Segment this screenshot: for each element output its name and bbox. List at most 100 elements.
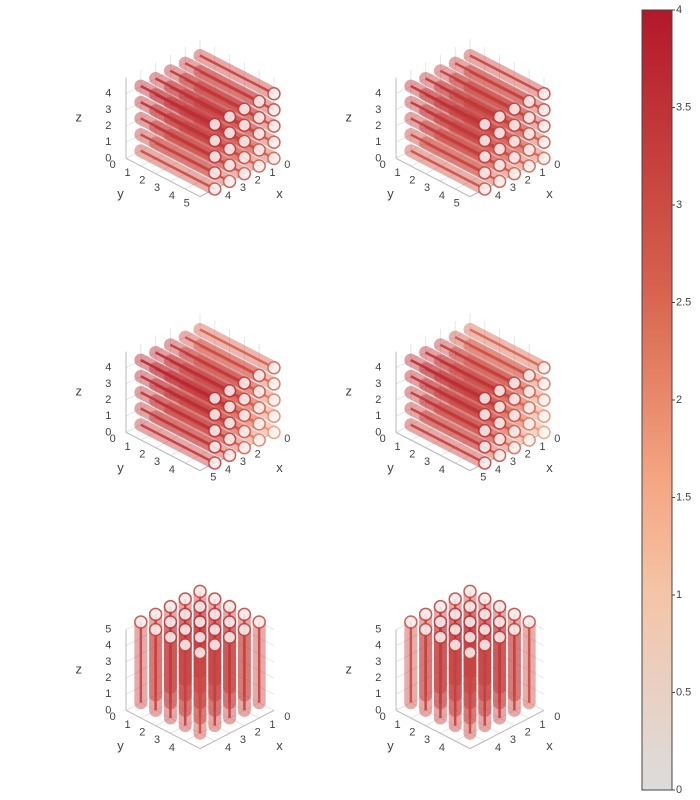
y-tick-label: 0 [380,159,386,171]
x-tick-label: 4 [495,742,501,754]
grid-line [410,702,486,742]
tube-end [478,182,492,196]
tube-end [492,432,507,446]
tube-end [267,151,281,166]
tube-end [237,408,252,423]
tube-core [140,391,216,432]
tube-end [522,143,536,157]
tube-end [222,599,237,614]
tube-core [425,77,501,118]
tube-end [208,391,222,406]
tube-end [537,87,551,101]
tube-end [522,433,536,447]
z-tick-label: 1 [375,688,381,700]
z-tick-label: 1 [105,410,111,422]
y-axis [395,157,471,198]
tube-end [163,630,178,645]
tube-end [492,126,507,140]
tube-end [478,607,492,622]
tube-end [537,361,551,375]
x-tick-label: 5 [480,471,486,483]
x-tick-label: 0 [284,159,290,171]
x-tick-label: 0 [554,711,560,723]
y-tick-label: 3 [424,456,430,468]
tube-core [469,54,545,95]
x-tick-label: 4 [225,190,231,202]
tube-end [507,607,522,622]
tube-end [208,166,222,180]
tube-end [478,622,492,637]
tube-core [410,391,486,432]
tube-end [148,607,163,622]
grid-line [395,329,471,369]
tube-end [163,599,178,614]
tube-end [463,615,477,629]
z-tick-label: 0 [375,152,381,164]
z-tick-label: 5 [105,624,111,636]
tube-end [252,126,266,141]
y-tick-label: 5 [454,197,460,209]
tube-end [267,409,281,423]
y-tick-label: 0 [110,159,116,171]
x-tick-label: 0 [554,433,560,445]
y-tick-label: 2 [139,174,145,186]
tube-end [163,615,178,629]
grid-line [184,679,260,719]
x-tick-label: 0 [284,711,290,723]
tube-core [184,62,260,103]
tube-core [410,117,486,158]
tube-end [492,400,507,414]
x-tick-label: 3 [510,182,516,194]
z-tick-label: 3 [375,104,381,116]
tube-end [237,150,252,165]
y-axis-title: y [387,738,394,753]
tube-end [463,599,477,614]
tube-core [410,101,486,142]
x-tick-label: 4 [225,742,231,754]
x-axis-title: x [546,186,553,201]
tube-end [492,142,507,156]
tube-core [184,336,260,377]
grid-line [410,679,486,719]
tube-end [252,400,266,415]
x-tick-label: 2 [255,174,261,186]
tube-end [478,440,492,454]
y-tick-label: 4 [439,190,445,202]
y-tick-label: 1 [124,441,130,453]
tube-core [425,351,501,392]
tube-end [267,361,281,375]
tube-core [140,149,216,191]
y-tick-label: 2 [409,726,415,738]
tube-core [410,423,486,465]
x-tick-label: 1 [269,167,275,179]
tube-end [222,109,237,124]
z-axis-title: z [75,661,82,676]
tube-core [155,351,231,392]
tube-end [178,638,192,652]
x-tick-label: 3 [240,734,246,746]
tube-end [193,630,207,645]
z-axis-title: z [75,109,82,124]
tube-end [448,607,462,622]
tube-end [208,117,222,132]
tube-end [478,423,492,438]
y-tick-label: 0 [110,433,116,445]
grid-line [425,694,500,734]
tube-core [410,133,486,174]
tube-end [252,433,266,447]
tube-end [237,376,252,390]
z-axis-title: z [345,661,352,676]
grid-line [125,329,201,369]
tube-end [478,117,492,132]
tube-end [208,456,222,470]
tube-end [134,615,148,629]
tube-end [252,143,266,157]
y-tick-label: 0 [110,711,116,723]
grid-line [395,345,471,385]
grid-line [454,679,530,719]
tube-end [537,119,551,133]
z-axis-title: z [345,109,352,124]
